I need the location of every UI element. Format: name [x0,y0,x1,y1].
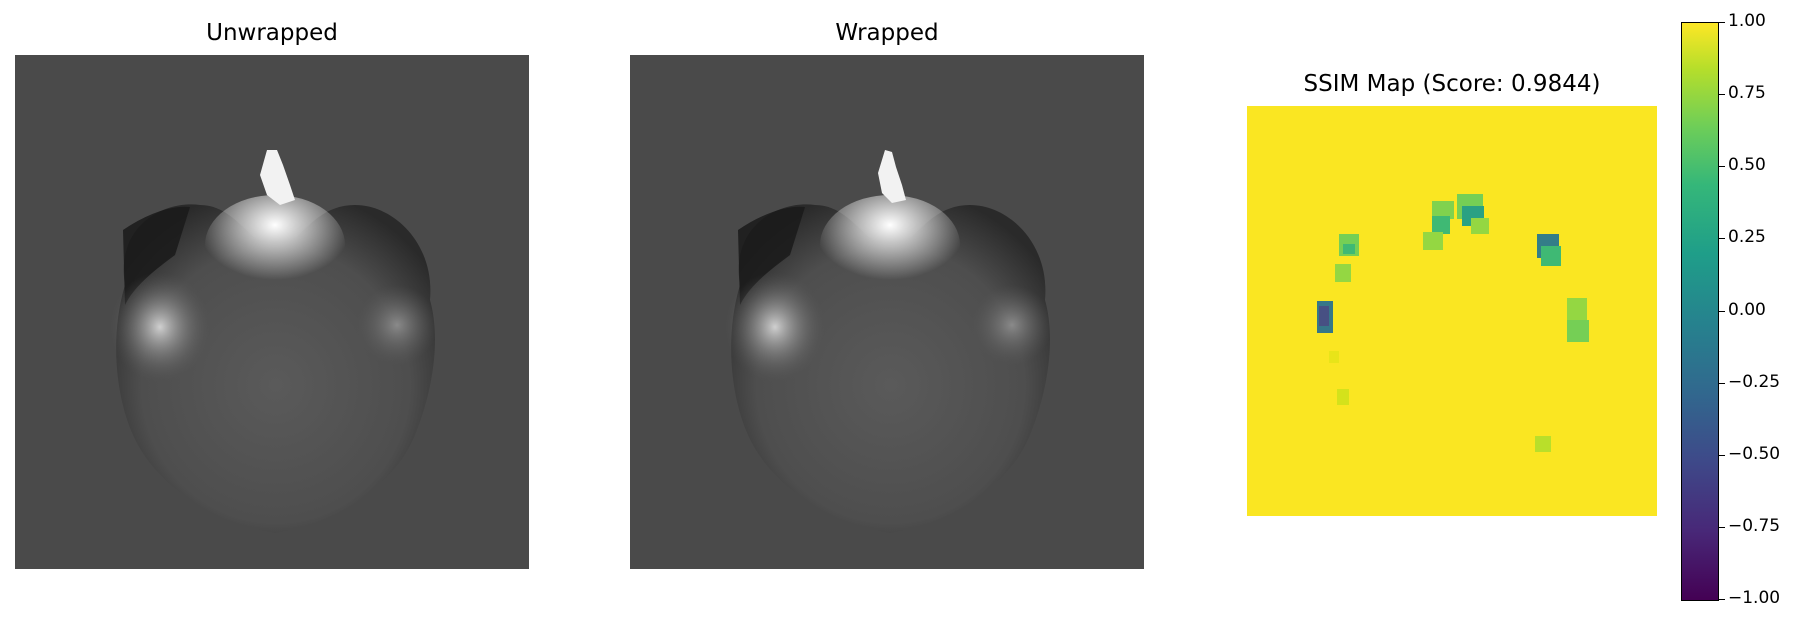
panel-title-ssim: SSIM Map (Score: 0.9844) [1303,71,1601,97]
panel-title-wrapped: Wrapped [835,20,939,46]
colorbar-tick-mark [1718,22,1725,23]
colorbar [1681,22,1719,601]
colorbar-tick-label: −0.75 [1728,516,1781,536]
ssim-map-image [1247,106,1657,516]
colorbar-tick-label: 0.75 [1728,83,1766,103]
panel-title-unwrapped: Unwrapped [206,20,338,46]
colorbar-tick-mark [1718,383,1725,384]
colorbar-tick-mark [1718,94,1725,95]
colorbar-tick-mark [1718,311,1725,312]
colorbar-tick-label: −1.00 [1728,588,1781,608]
brain-region [731,204,1050,533]
colorbar-tick-mark [1718,599,1725,600]
colorbar-tick-label: 0.00 [1728,300,1766,320]
brain-region [116,204,435,533]
colorbar-tick-label: −0.25 [1728,372,1781,392]
unwrapped-phase-image [15,55,529,569]
colorbar-tick-mark [1718,166,1725,167]
colorbar-tick-label: −0.50 [1728,444,1781,464]
colorbar-tick-mark [1718,455,1725,456]
colorbar-tick-label: 0.50 [1728,155,1766,175]
wrapped-phase-image [630,55,1144,569]
colorbar-tick-label: 0.25 [1728,227,1766,247]
colorbar-tick-mark [1718,527,1725,528]
colorbar-tick-mark [1718,238,1725,239]
colorbar-tick-label: 1.00 [1728,11,1766,31]
